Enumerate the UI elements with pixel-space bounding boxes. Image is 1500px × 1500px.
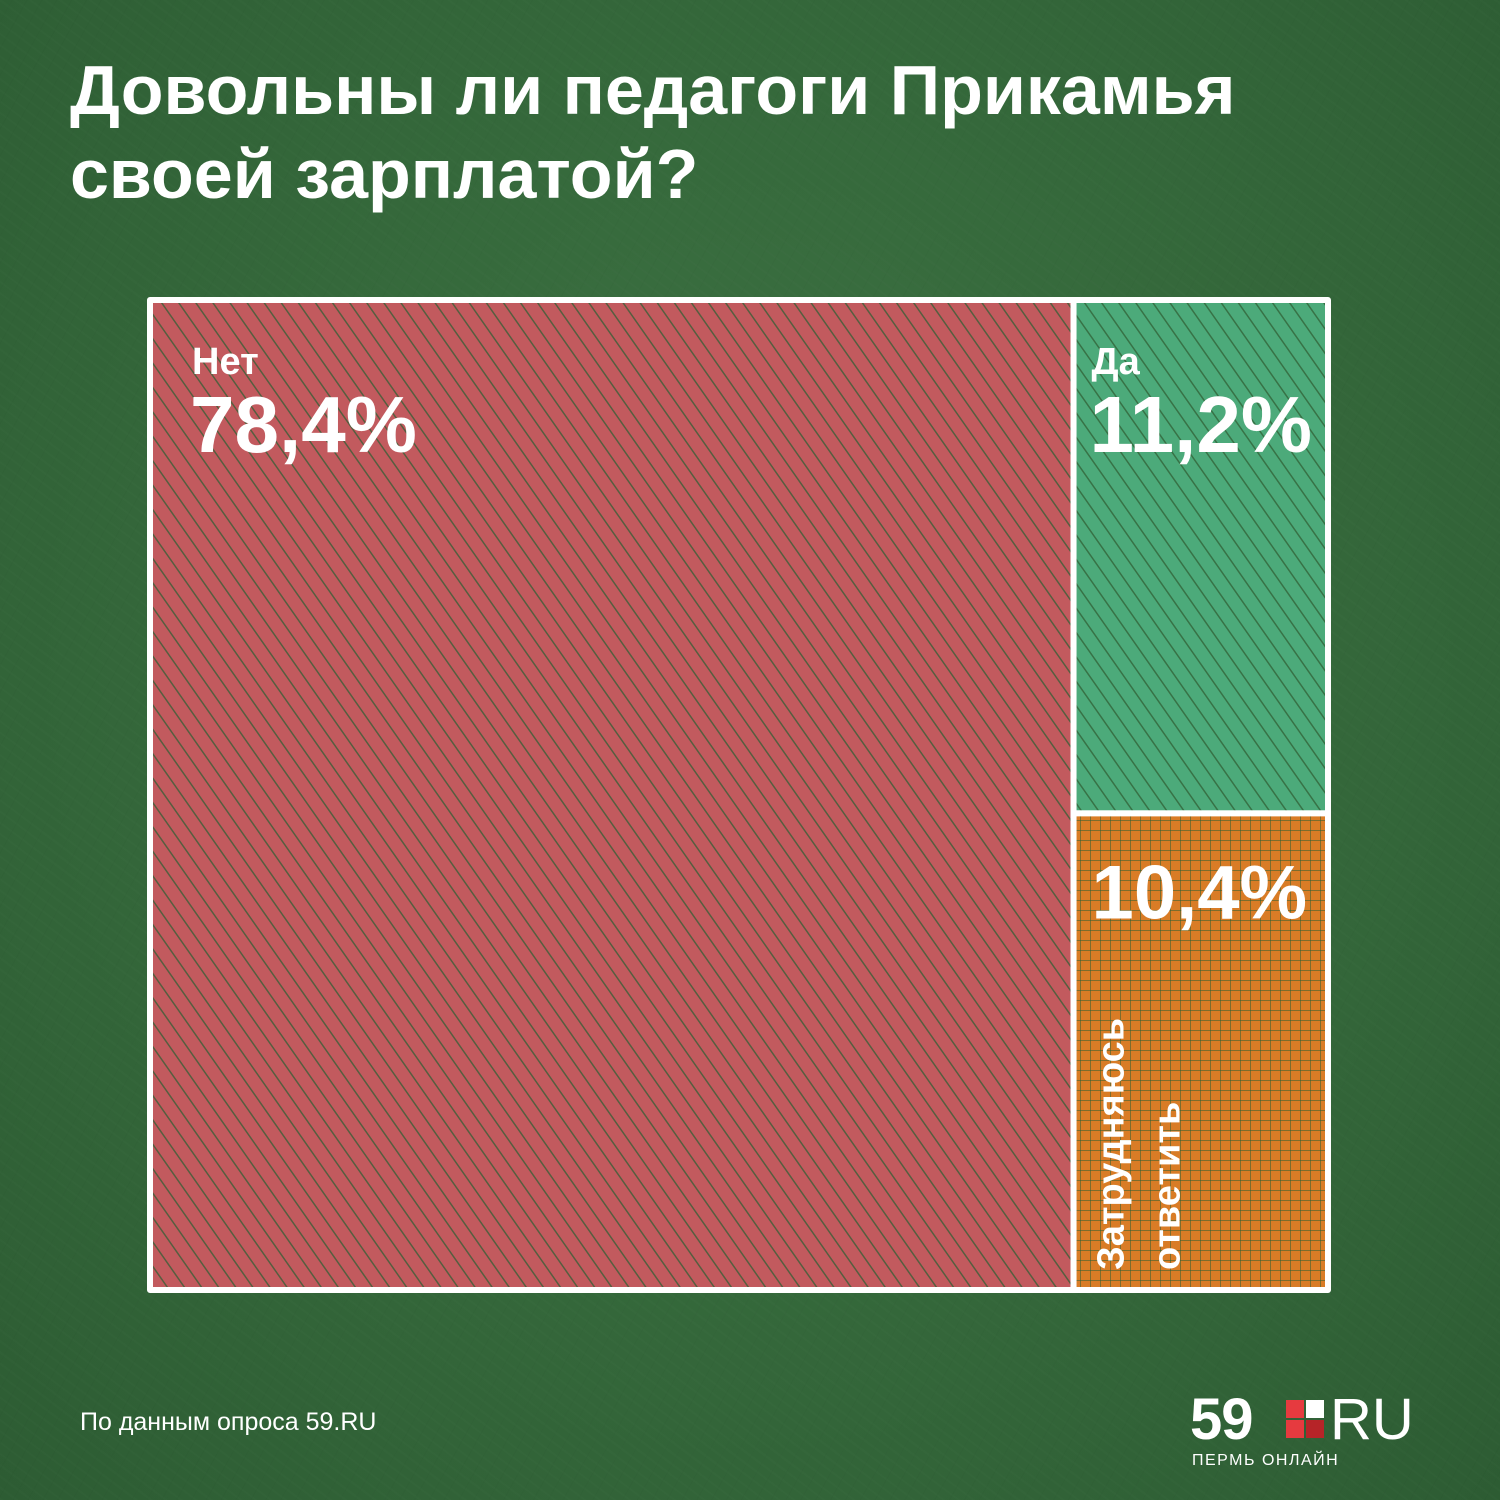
brand-logo: 59 RU ПЕРМЬ ОНЛАЙН [1190, 1388, 1430, 1478]
segment-1-texture [150, 300, 1074, 1290]
title-line-2: своей зарплатой? [70, 135, 699, 213]
segment-3-texture [1073, 813, 1328, 1290]
segment-2-name: Да [1092, 341, 1141, 383]
logo-number: 59 [1190, 1387, 1254, 1452]
chart-title: Довольны ли педагоги Прикамья своей зарп… [70, 48, 1430, 216]
segment-1-name: Нет [192, 341, 259, 383]
segment-1-value-label: 78,4% [190, 380, 417, 469]
source-note: По данным опроса 59.RU [80, 1408, 377, 1436]
logo-squares-icon [1286, 1400, 1324, 1438]
logo-suffix: RU [1330, 1387, 1414, 1452]
segment-2-texture [1073, 300, 1328, 814]
segment-2-value-label: 11,2% [1090, 380, 1312, 469]
segment-3-name-line-1: Затрудняюсь [1091, 1018, 1133, 1270]
segment-3-value-label: 10,4% [1092, 850, 1308, 935]
segment-3-border [1070, 810, 1331, 1293]
segment-3-name-line-2: ответить [1147, 1102, 1189, 1270]
logo-tagline: ПЕРМЬ ОНЛАЙН [1192, 1452, 1340, 1469]
title-line-1: Довольны ли педагоги Прикамья [70, 51, 1236, 129]
